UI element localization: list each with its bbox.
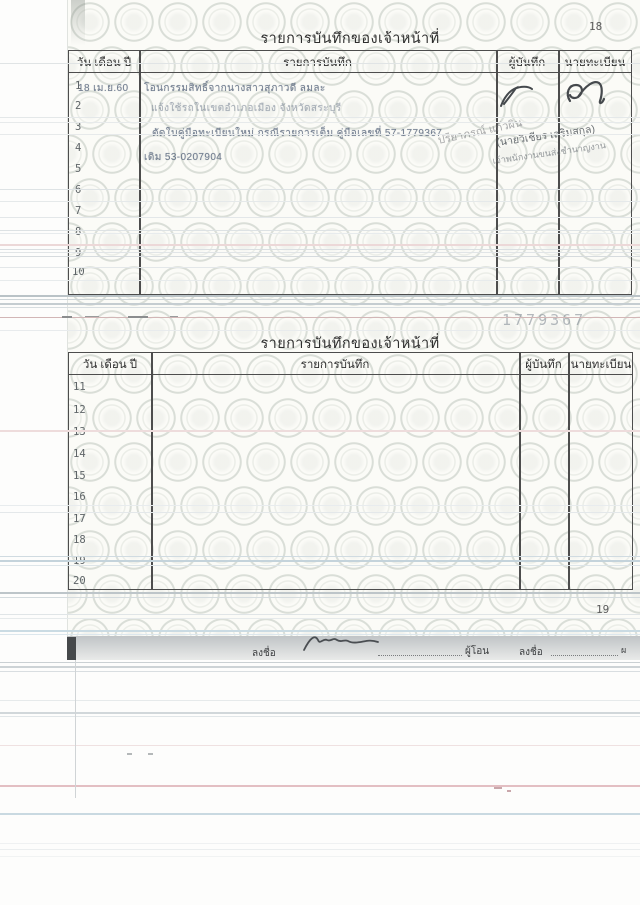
scan-artifact-line: [0, 662, 640, 663]
row-number: 9: [75, 247, 82, 259]
row-number: 11: [73, 381, 86, 393]
table2-col-divider-1: [151, 353, 153, 589]
row-number: 4: [75, 142, 82, 154]
table1-header-row: วัน เดือน ปี รายการบันทึก ผู้บันทึก นายท…: [69, 51, 631, 73]
scan-artifact-line: [0, 666, 640, 668]
row-number: 12: [73, 404, 86, 416]
row-number: 2: [75, 100, 82, 112]
table1-col-divider-2: [496, 51, 498, 294]
recorder-signature-icon: [497, 82, 535, 110]
row-number: 3: [75, 121, 82, 133]
entry-date: 18 เม.ย.60: [78, 83, 129, 94]
table2-col-divider-3: [568, 353, 570, 589]
scan-artifact-line: [0, 856, 640, 857]
scan-artifact-line: [0, 671, 640, 672]
scan-edge-smudge: [71, 0, 85, 46]
document-page: [67, 0, 640, 640]
partial-char: ผ: [621, 645, 627, 655]
table1-header-recorder: ผู้บันทึก: [508, 57, 546, 69]
registrar-signature-icon: [562, 77, 610, 109]
row-number: 5: [75, 163, 82, 175]
page1-title: รายการบันทึกของเจ้าหน้าที่: [260, 31, 440, 47]
row-number: 14: [73, 448, 86, 460]
row-number: 15: [73, 470, 86, 482]
row-number: 10: [72, 266, 85, 278]
next-sheet-edge-band: [67, 636, 640, 660]
scan-artifact-line: [0, 716, 640, 717]
page2-title: รายการบันทึกของเจ้าหน้าที่: [260, 336, 440, 352]
entry-text: แจ้งใช้รถในเขตอำเภอเมือง จังหวัดสระบุรี: [151, 103, 342, 114]
scan-artifact-line: [0, 849, 640, 850]
row-number: 8: [75, 226, 82, 238]
scan-artifact-line: [0, 843, 640, 844]
scan-artifact-mark: [127, 753, 132, 755]
scan-artifact-mark: [148, 753, 153, 755]
table1-col-divider-3: [558, 51, 560, 294]
transferor-label: ผู้โอน: [465, 646, 490, 657]
scan-artifact-mark: [507, 790, 511, 792]
dotted-line: [551, 655, 618, 656]
table2-col-divider-2: [519, 353, 521, 589]
table1-col-divider-1: [139, 51, 141, 294]
scan-artifact-line: [0, 700, 640, 701]
entry-text: เดิม 53-0207904: [144, 152, 223, 163]
sign-label: ลงชื่อ: [519, 647, 543, 658]
table2-header-registrar: นายทะเบียน: [570, 359, 632, 371]
transferor-signature-icon: [302, 632, 380, 654]
book-number-partial: 1779367: [502, 311, 587, 329]
row-number: 17: [73, 513, 86, 525]
row-number: 20: [73, 575, 86, 587]
table1-header-record: รายการบันทึก: [283, 57, 352, 69]
scan-artifact-mark: [494, 787, 502, 789]
row-number: 19: [73, 555, 86, 567]
sign-label: ลงชื่อ: [252, 648, 276, 659]
scan-artifact-line: [0, 712, 640, 714]
page1-number: 18: [589, 20, 603, 33]
table2-header-recorder: ผู้บันทึก: [525, 359, 562, 371]
next-page-number: 19: [596, 603, 610, 616]
scan-artifact-vertical-line: [75, 660, 76, 798]
table2-header-date: วัน เดือน ปี: [82, 359, 138, 371]
entry-text: ตัดใบคู่มือทะเบียนใหม่ กรณีรายการเต็ม คู…: [152, 128, 443, 139]
table1-header-registrar: นายทะเบียน: [564, 57, 626, 69]
row-number: 18: [73, 534, 86, 546]
table1-header-date: วัน เดือน ปี: [76, 57, 132, 69]
row-number: 6: [75, 184, 82, 196]
row-number: 16: [73, 491, 86, 503]
record-table-2: วัน เดือน ปี รายการบันทึก ผู้บันทึก นายท…: [68, 352, 633, 590]
scan-artifact-line: [0, 785, 640, 787]
row-number: 13: [73, 426, 86, 438]
row-number: 7: [75, 205, 82, 217]
scan-dark-block: [67, 637, 76, 660]
row-number: 1: [75, 80, 82, 92]
table2-header-row: วัน เดือน ปี รายการบันทึก ผู้บันทึก นายท…: [69, 353, 632, 375]
scan-artifact-line: [0, 813, 640, 815]
scan-artifact-line: [0, 745, 640, 746]
entry-text: โอนกรรมสิทธิ์จากนางสาวสุภาวดี ลมละ: [144, 83, 326, 94]
garuda-seal-watermark: [68, 0, 640, 640]
table2-header-record: รายการบันทึก: [300, 359, 370, 371]
dotted-line: [378, 655, 462, 656]
